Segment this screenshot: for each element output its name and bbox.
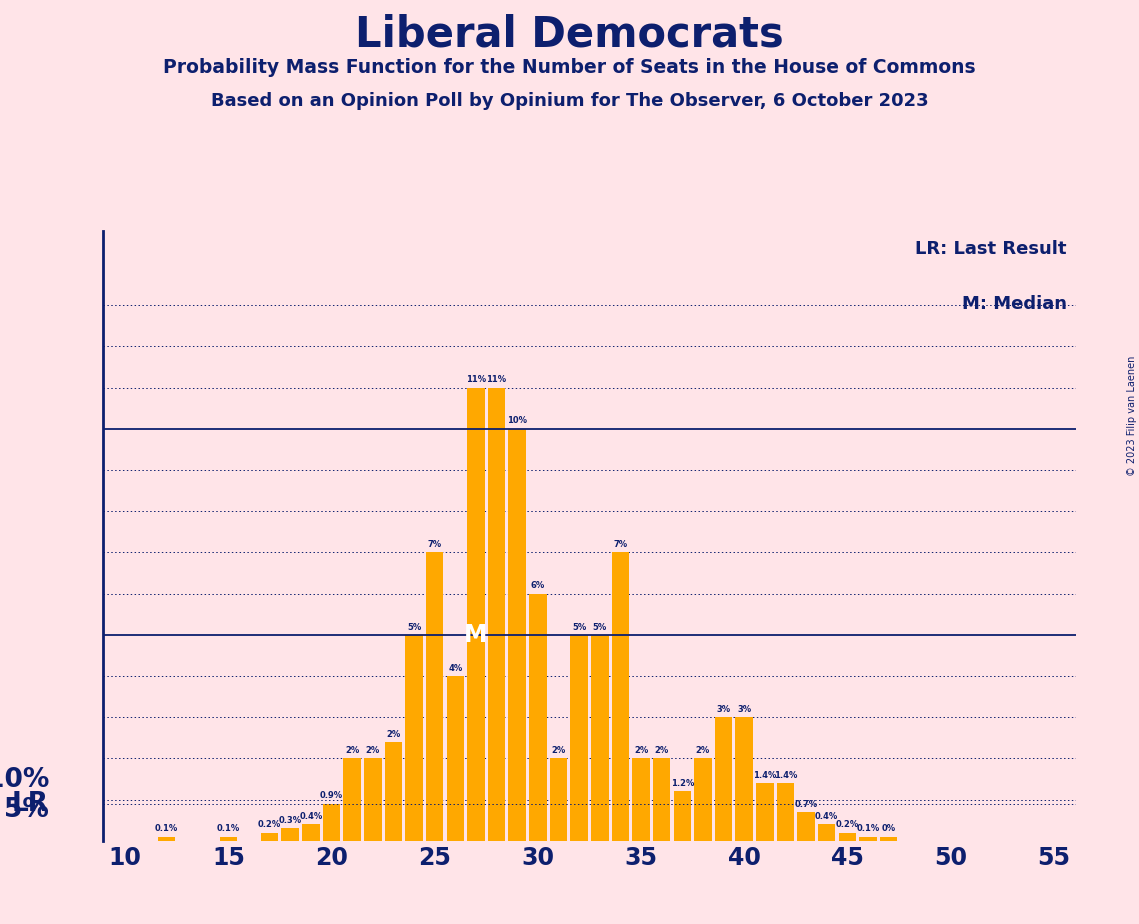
Text: 2%: 2% (366, 747, 380, 755)
Bar (281, 829, 300, 841)
Bar (859, 837, 877, 841)
Bar (467, 387, 485, 841)
Text: 2%: 2% (551, 747, 566, 755)
Bar (736, 717, 753, 841)
Bar (302, 824, 320, 841)
Text: 10%: 10% (507, 417, 527, 425)
Text: 0.2%: 0.2% (836, 821, 859, 830)
Bar (797, 812, 814, 841)
Text: 0.4%: 0.4% (300, 812, 322, 821)
Text: 0.3%: 0.3% (279, 816, 302, 825)
Bar (694, 759, 712, 841)
Text: 0.2%: 0.2% (259, 821, 281, 830)
Bar (157, 837, 175, 841)
Bar (220, 837, 237, 841)
Bar (591, 635, 608, 841)
Bar (426, 553, 443, 841)
Text: © 2023 Filip van Laenen: © 2023 Filip van Laenen (1126, 356, 1137, 476)
Bar (571, 635, 588, 841)
Text: M: Median: M: Median (961, 295, 1066, 313)
Bar (632, 759, 649, 841)
Text: LR: Last Result: LR: Last Result (915, 240, 1066, 258)
Bar (364, 759, 382, 841)
Bar (385, 742, 402, 841)
Text: 1.4%: 1.4% (773, 771, 797, 780)
Text: M: M (465, 623, 487, 647)
Text: 0.7%: 0.7% (795, 799, 818, 808)
Text: Probability Mass Function for the Number of Seats in the House of Commons: Probability Mass Function for the Number… (163, 58, 976, 78)
Bar (673, 791, 691, 841)
Text: 5%: 5% (572, 623, 587, 631)
Text: Based on an Opinion Poll by Opinium for The Observer, 6 October 2023: Based on an Opinion Poll by Opinium for … (211, 92, 928, 110)
Text: 7%: 7% (427, 541, 442, 549)
Text: 7%: 7% (613, 541, 628, 549)
Bar (261, 833, 278, 841)
Text: 1.4%: 1.4% (753, 771, 777, 780)
Text: 2%: 2% (345, 747, 359, 755)
Text: 6%: 6% (531, 581, 544, 590)
Text: 0.1%: 0.1% (216, 824, 240, 833)
Bar (487, 387, 506, 841)
Text: 5%: 5% (5, 797, 49, 823)
Text: 2%: 2% (655, 747, 669, 755)
Text: 11%: 11% (486, 375, 507, 384)
Text: 1.2%: 1.2% (671, 779, 694, 788)
Text: 5%: 5% (592, 623, 607, 631)
Text: 0.1%: 0.1% (155, 824, 178, 833)
Bar (322, 804, 341, 841)
Text: 2%: 2% (696, 747, 710, 755)
Text: 5%: 5% (407, 623, 421, 631)
Text: 0.4%: 0.4% (816, 812, 838, 821)
Bar (879, 837, 898, 841)
Text: LR: LR (11, 791, 49, 817)
Bar (550, 759, 567, 841)
Text: 2%: 2% (634, 747, 648, 755)
Text: Liberal Democrats: Liberal Democrats (355, 14, 784, 55)
Bar (530, 593, 547, 841)
Bar (777, 784, 794, 841)
Bar (818, 824, 836, 841)
Text: 0.9%: 0.9% (320, 792, 343, 800)
Text: 2%: 2% (386, 730, 401, 738)
Bar (838, 833, 857, 841)
Bar (446, 676, 464, 841)
Bar (653, 759, 671, 841)
Bar (612, 553, 629, 841)
Bar (343, 759, 361, 841)
Text: 3%: 3% (737, 705, 752, 714)
Text: 3%: 3% (716, 705, 730, 714)
Bar (508, 429, 526, 841)
Text: 0%: 0% (882, 824, 895, 833)
Bar (756, 784, 773, 841)
Text: 10%: 10% (0, 767, 49, 793)
Text: 0.1%: 0.1% (857, 824, 879, 833)
Text: 4%: 4% (449, 663, 462, 673)
Bar (715, 717, 732, 841)
Text: 11%: 11% (466, 375, 486, 384)
Bar (405, 635, 423, 841)
